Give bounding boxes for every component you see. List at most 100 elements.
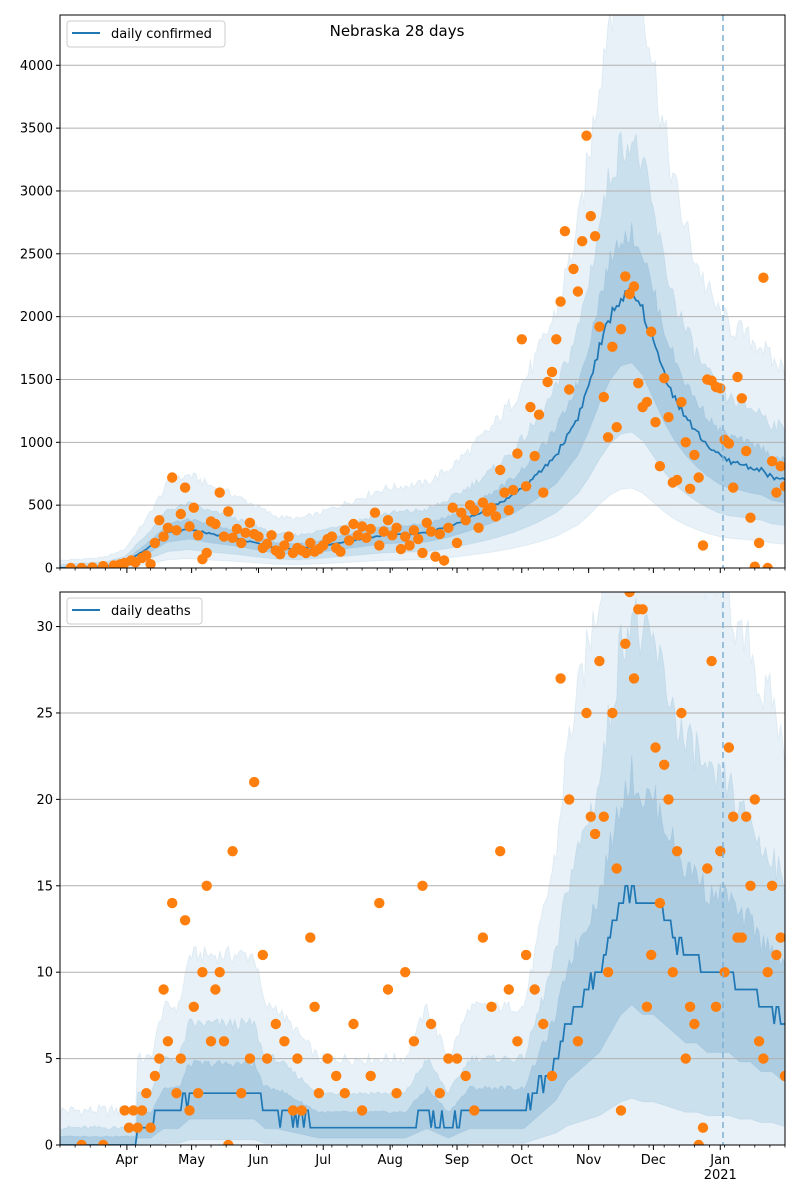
deaths-observed-point xyxy=(469,1105,480,1116)
confirmed-observed-point xyxy=(188,502,199,513)
confirmed-observed-point xyxy=(374,540,385,551)
confirmed-observed-point xyxy=(425,526,437,537)
deaths-observed-point xyxy=(184,1105,195,1116)
deaths-observed-point xyxy=(594,655,605,667)
deaths-observed-point xyxy=(128,1105,139,1116)
deaths-observed-point xyxy=(477,932,489,943)
deaths-observed-point xyxy=(210,984,221,995)
deaths-xtick-label: Nov xyxy=(576,1153,602,1168)
deaths-observed-point xyxy=(236,1088,247,1099)
confirmed-observed-point xyxy=(400,531,411,542)
deaths-observed-point xyxy=(270,1018,281,1030)
confirmed-observed-point xyxy=(594,321,605,332)
confirmed-observed-point xyxy=(279,540,290,551)
confirmed-observed-point xyxy=(179,482,191,493)
confirmed-observed-point xyxy=(87,562,98,568)
deaths-observed-point xyxy=(167,897,178,909)
deaths-observed-point xyxy=(400,967,411,978)
confirmed-ytick-label: 500 xyxy=(28,499,53,514)
confirmed-observed-point xyxy=(680,437,691,448)
confirmed-axes: 0 500 1000 1500 2000 2500 3000 3500 4000 Nebrask… xyxy=(20,14,786,577)
confirmed-observed-point xyxy=(404,540,415,551)
confirmed-observed-point xyxy=(473,522,484,533)
deaths-observed-point xyxy=(646,949,657,961)
deaths-observed-point xyxy=(218,1036,230,1047)
confirmed-observed-point xyxy=(469,505,480,516)
confirmed-observed-point xyxy=(581,130,592,141)
deaths-observed-point xyxy=(331,1070,342,1082)
confirmed-observed-point xyxy=(546,366,558,378)
deaths-observed-point xyxy=(119,1105,130,1116)
confirmed-ytick-label: 3500 xyxy=(20,122,53,137)
confirmed-observed-point xyxy=(758,272,769,283)
confirmed-observed-point xyxy=(771,487,782,498)
confirmed-observed-point xyxy=(779,481,785,492)
deaths-observed-point xyxy=(188,1001,199,1012)
confirmed-observed-point xyxy=(741,445,752,457)
confirmed-observed-point xyxy=(192,530,204,541)
confirmed-observed-point xyxy=(689,449,700,461)
deaths-observed-point xyxy=(779,1070,785,1082)
confirmed-observed-point xyxy=(602,432,614,443)
confirmed-observed-point xyxy=(503,505,514,516)
confirmed-observed-point xyxy=(654,461,666,472)
confirmed-plot-area xyxy=(60,15,785,568)
confirmed-observed-point xyxy=(253,531,264,542)
deaths-observed-point xyxy=(197,967,208,978)
confirmed-observed-point xyxy=(624,288,635,300)
confirmed-observed-point xyxy=(391,522,402,533)
deaths-y-ticks: 0 5 10 15 20 25 30 xyxy=(36,620,60,1154)
deaths-observed-point xyxy=(650,742,661,753)
confirmed-observed-point xyxy=(223,506,234,517)
confirmed-observed-point xyxy=(438,555,450,566)
deaths-xtick-label: Jun xyxy=(247,1153,268,1168)
deaths-observed-point xyxy=(615,1105,627,1116)
deaths-observed-point xyxy=(171,1088,182,1099)
deaths-observed-point xyxy=(702,863,713,874)
deaths-observed-point xyxy=(529,984,540,995)
confirmed-observed-point xyxy=(676,396,687,408)
deaths-observed-point xyxy=(339,1088,350,1099)
confirmed-observed-point xyxy=(589,231,601,242)
deaths-observed-point xyxy=(348,1018,359,1030)
deaths-observed-point xyxy=(158,984,169,995)
confirmed-observed-point xyxy=(646,326,657,337)
deaths-band-1 xyxy=(60,592,785,1145)
confirmed-observed-point xyxy=(451,537,463,549)
confirmed-observed-point xyxy=(495,464,506,476)
confirmed-ytick-label: 2500 xyxy=(20,247,53,262)
confirmed-observed-point xyxy=(650,417,661,428)
deaths-observed-point xyxy=(775,932,785,943)
deaths-observed-point xyxy=(589,828,601,840)
confirmed-observed-point xyxy=(382,515,394,526)
confirmed-observed-point xyxy=(274,549,286,560)
deaths-xtick-label: Sep xyxy=(445,1153,470,1168)
deaths-observed-point xyxy=(728,811,739,822)
deaths-observed-point xyxy=(292,1053,303,1064)
confirmed-observed-point xyxy=(231,523,243,535)
deaths-model-line xyxy=(60,884,785,1145)
confirmed-band-1 xyxy=(60,15,785,568)
deaths-observed-point xyxy=(257,949,268,961)
deaths-observed-point xyxy=(611,863,622,874)
deaths-xtick-year-label: 2021 xyxy=(704,1168,737,1183)
deaths-observed-point xyxy=(279,1036,290,1047)
deaths-ytick-label: 5 xyxy=(45,1052,53,1067)
deaths-observed-point xyxy=(564,794,575,805)
deaths-observed-point xyxy=(179,915,191,926)
deaths-observed-point xyxy=(581,707,592,719)
confirmed-observed-point xyxy=(663,412,674,423)
confirmed-observed-point xyxy=(65,562,76,568)
deaths-observed-point xyxy=(244,1053,256,1064)
confirmed-observed-point xyxy=(154,515,165,526)
confirmed-observed-point xyxy=(218,531,230,542)
confirmed-observed-point xyxy=(542,376,553,388)
deaths-observed-point xyxy=(555,673,566,684)
confirmed-observed-point xyxy=(447,502,458,513)
deaths-observed-point xyxy=(624,592,635,598)
confirmed-observed-point xyxy=(745,512,756,523)
confirmed-observed-point xyxy=(421,517,432,528)
confirmed-observed-point xyxy=(728,482,739,493)
deaths-xtick-label: Oct xyxy=(511,1153,533,1168)
deaths-observed-point xyxy=(227,846,238,857)
